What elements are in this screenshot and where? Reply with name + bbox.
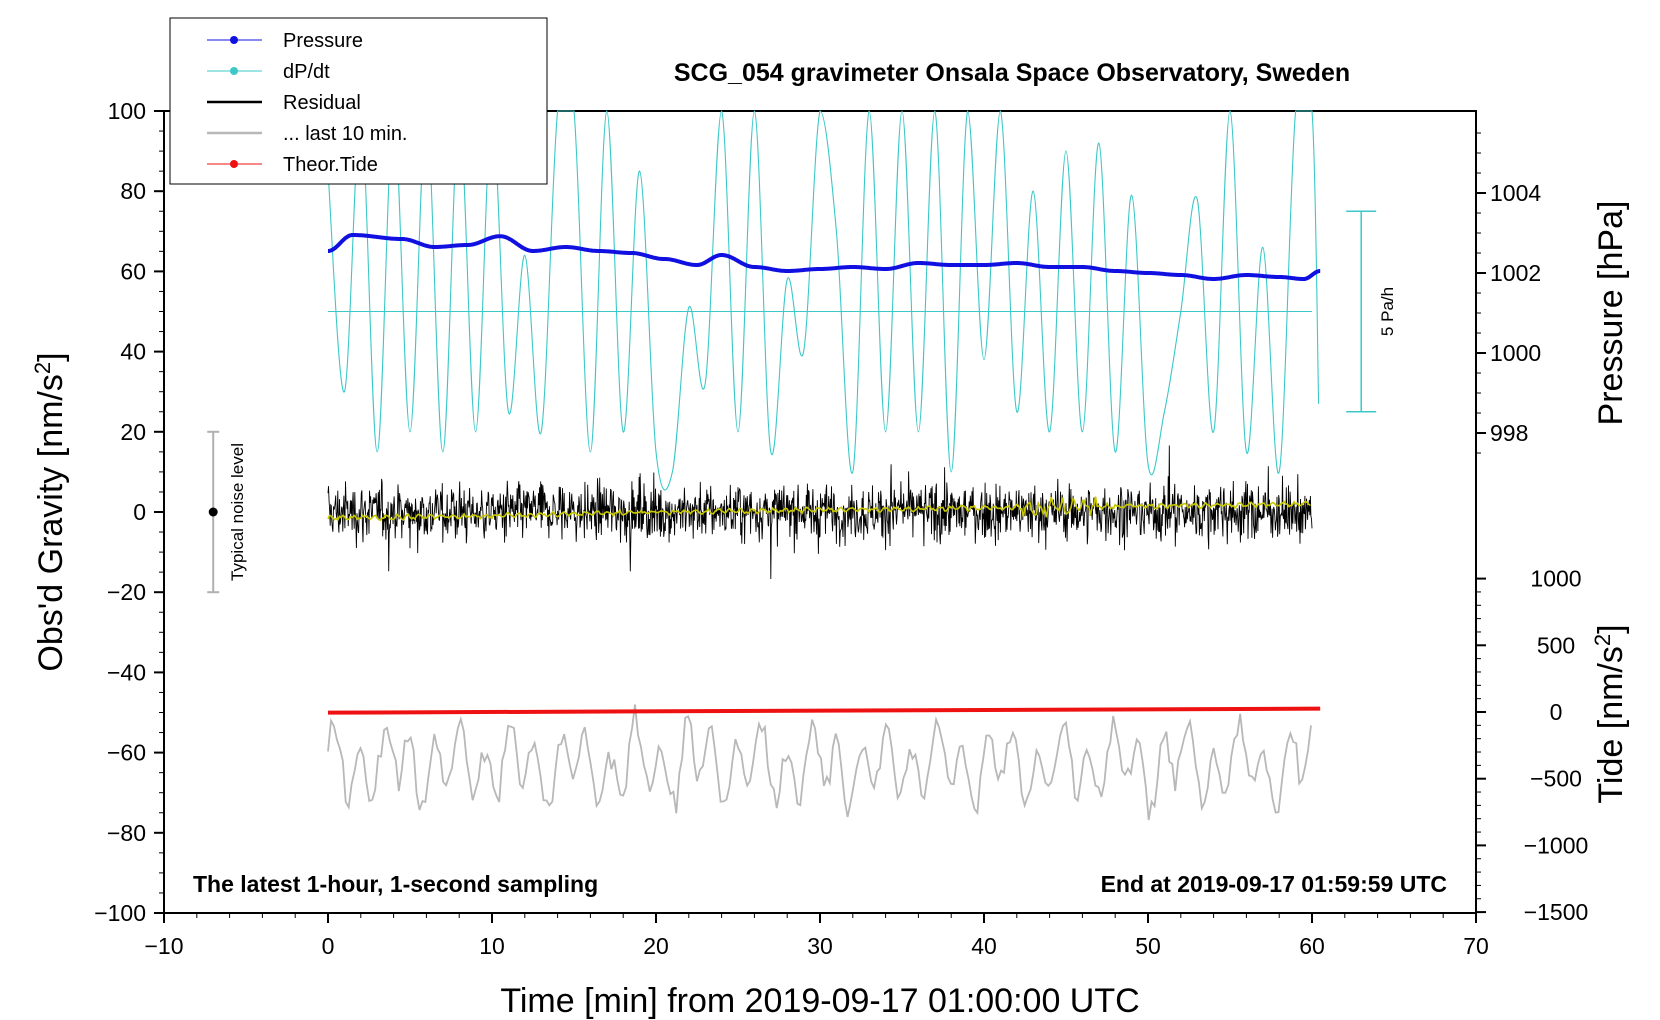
y-tick-label: 60: [120, 258, 146, 284]
last-10-min-line: [327, 704, 1312, 821]
pressure-tick-label: 998: [1490, 420, 1528, 446]
y-tick-label: 20: [120, 419, 146, 445]
pressure-line: [326, 233, 1322, 281]
x-tick-label: 60: [1299, 933, 1325, 959]
legend: Pressure dP/dt Residual ... last 10 min. The…: [169, 17, 548, 185]
y-tick-label: −20: [107, 579, 146, 605]
y-tick-label: 100: [108, 98, 146, 124]
legend-label: ... last 10 min.: [283, 123, 408, 145]
residual-series: [327, 445, 1313, 580]
legend-box: [169, 17, 548, 185]
y-tick-label: 80: [120, 178, 146, 204]
legend-swatch-dot: [230, 67, 238, 75]
noise-bar-label: Typical noise level: [228, 443, 247, 581]
legend-label: Pressure: [283, 30, 363, 52]
legend-label: dP/dt: [283, 61, 330, 83]
scale-bar-label: 5 Pa/h: [1378, 287, 1397, 336]
legend-label: Theor.Tide: [283, 154, 378, 176]
x-tick-label: 40: [971, 933, 997, 959]
y-axis-left-label: Obs'd Gravity [nm/s2]: [30, 352, 71, 671]
pressure-tick-label: 1000: [1490, 340, 1541, 366]
x-tick-label: 0: [322, 933, 335, 959]
y-axis-pressure-label: Pressure [hPa]: [1592, 201, 1630, 426]
subtitle-left: The latest 1-hour, 1-second sampling: [193, 871, 598, 897]
tide-tick-label: −1500: [1524, 899, 1589, 925]
tide-tick-label: 1000: [1530, 566, 1581, 592]
subtitle-right: End at 2019-09-17 01:59:59 UTC: [1101, 871, 1447, 897]
legend-swatch-dot: [230, 36, 238, 44]
dpdt-series: [327, 110, 1320, 491]
x-tick-label: 30: [807, 933, 833, 959]
tide-tick-label: 0: [1550, 699, 1563, 725]
noise-bar: Typical noise level: [207, 430, 247, 594]
x-axis-label: Time [min] from 2019-09-17 01:00:00 UTC: [500, 982, 1139, 1020]
x-tick-label: 50: [1135, 933, 1161, 959]
last-10-min-series: [327, 704, 1312, 821]
dpdt-line: [327, 110, 1320, 491]
y-tick-label: −80: [107, 820, 146, 846]
y-axis-tide-label: Tide [nm/s2]: [1590, 624, 1631, 803]
y-axis-tide: −1500 −1000 −500 0 500 1000: [1476, 566, 1589, 925]
pressure-tick-label: 1004: [1490, 180, 1541, 206]
tide-tick-label: −1000: [1524, 832, 1589, 858]
y-tick-label: −100: [94, 900, 146, 926]
dpdt-scale-bar: 5 Pa/h: [1346, 210, 1397, 413]
tide-line: [327, 706, 1321, 715]
x-axis: −10 0 10 20 30 40 50 60 70: [144, 913, 1489, 959]
noise-bar-dot: [208, 507, 218, 517]
residual-line: [327, 445, 1313, 580]
pressure-series: [326, 233, 1322, 281]
x-tick-label: 10: [479, 933, 505, 959]
y-tick-label: −60: [107, 740, 146, 766]
y-tick-label: 0: [133, 499, 146, 525]
legend-label: Residual: [283, 92, 361, 114]
y-tick-label: −40: [107, 659, 146, 685]
chart-title: SCG_054 gravimeter Onsala Space Observat…: [674, 59, 1350, 87]
tide-tick-label: −500: [1530, 766, 1582, 792]
tide-tick-label: 500: [1537, 632, 1575, 658]
pressure-tick-label: 1002: [1490, 260, 1541, 286]
x-tick-label: −10: [144, 933, 183, 959]
residual-smoothed-line: [327, 496, 1311, 522]
y-axis-left: −100 −80 −60 −40 −20 0 20 40 60 80 100: [94, 98, 164, 926]
y-axis-pressure: 998 1000 1002 1004: [1476, 132, 1541, 454]
legend-swatch-dot: [230, 160, 238, 168]
theoretical-tide-series: [327, 706, 1321, 715]
y-tick-label: 40: [120, 339, 146, 365]
x-tick-label: 70: [1463, 933, 1489, 959]
x-tick-label: 20: [643, 933, 669, 959]
